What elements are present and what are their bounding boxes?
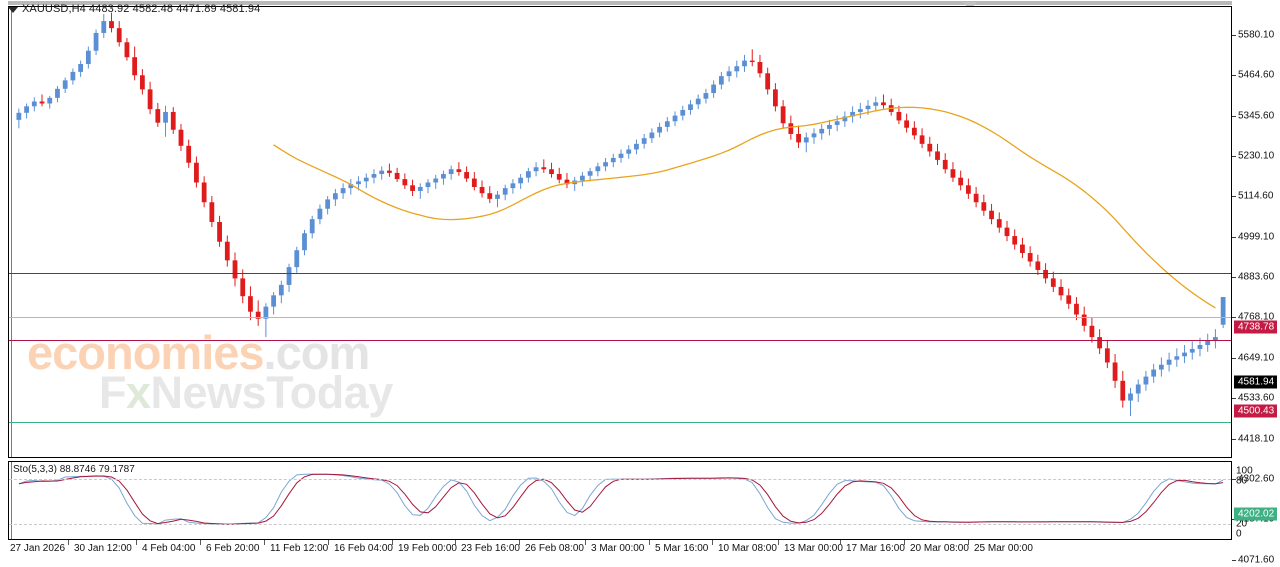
time-tick-label: 25 Mar 00:00	[974, 543, 1033, 554]
time-tick-mark	[585, 540, 586, 545]
time-tick-mark	[778, 540, 779, 545]
candlestick-series	[16, 12, 1226, 417]
price-tick-label: 4883.60	[1238, 271, 1275, 283]
price-tick-mark	[1232, 116, 1236, 117]
time-tick-label: 16 Feb 04:00	[334, 543, 393, 554]
time-tick-mark	[455, 540, 456, 545]
price-axis[interactable]: 5580.10 5464.60 5345.60 5230.10 5114.60 4999.…	[1232, 6, 1280, 566]
price-tick-mark	[1232, 317, 1236, 318]
price-tick-label: 5230.10	[1238, 150, 1275, 162]
price-tick-mark	[1232, 237, 1236, 238]
symbol-header: XAUUSD,H4 4483.92 4582.48 4471.89 4581.9…	[22, 3, 261, 15]
time-tick-mark	[968, 540, 969, 545]
time-tick-mark	[136, 540, 137, 545]
chevron-down-icon[interactable]	[8, 7, 18, 13]
stochastic-scale-label: 0	[1236, 528, 1242, 540]
time-tick-label: 4 Feb 04:00	[142, 543, 196, 554]
overbought-gridline-80	[9, 479, 1231, 480]
price-tick-label: 5345.60	[1238, 110, 1275, 122]
stochastic-k-line	[18, 473, 1224, 525]
time-tick-mark	[392, 540, 393, 545]
scrollbar-track[interactable]	[8, 1, 1232, 5]
time-tick-mark	[840, 540, 841, 545]
pane-left-rail	[9, 7, 12, 457]
resistance-line-4738	[9, 273, 1231, 274]
oversold-gridline-20	[9, 524, 1231, 525]
time-tick-label: 13 Mar 00:00	[784, 543, 843, 554]
time-axis[interactable]: 27 Jan 2026 30 Jan 12:00 4 Feb 04:00 6 Feb …	[8, 540, 1232, 562]
price-tick-label: 4768.10	[1238, 311, 1275, 323]
price-tick-label: 4533.60	[1238, 392, 1275, 404]
sub-pane-left-rail	[9, 462, 12, 539]
price-badge-4738-78: 4738.78	[1234, 320, 1278, 334]
stochastic-scale-label: 80	[1236, 475, 1248, 487]
time-tick-mark	[200, 540, 201, 545]
stochastic-label: Sto(5,3,3) 88.8746 79.1787	[13, 464, 135, 475]
time-tick-mark	[712, 540, 713, 545]
stochastic-scale-label: 100	[1236, 465, 1253, 477]
time-tick-label: 27 Jan 2026	[10, 543, 66, 554]
time-tick-label: 26 Feb 08:00	[525, 543, 584, 554]
price-tick-label: 5114.60	[1238, 190, 1274, 202]
price-chart-pane[interactable]: economies.com FxNewsToday	[8, 6, 1232, 458]
time-tick-label: 10 Mar 08:00	[718, 543, 777, 554]
time-tick-label: 17 Mar 16:00	[846, 543, 905, 554]
stochastic-series	[18, 473, 1224, 525]
time-tick-mark	[68, 540, 69, 545]
price-tick-mark	[1232, 196, 1236, 197]
time-tick-mark	[328, 540, 329, 545]
price-tick-mark	[1232, 35, 1236, 36]
price-tick-mark	[1232, 75, 1236, 76]
time-tick-mark	[264, 540, 265, 545]
price-tick-label: 4071.60	[1238, 554, 1275, 566]
time-tick-mark	[649, 540, 650, 545]
price-tick-mark	[1232, 398, 1236, 399]
price-tick-mark	[1232, 560, 1236, 561]
price-tick-label: 5464.60	[1238, 69, 1275, 81]
stochastic-d-line	[18, 473, 1224, 525]
price-tick-mark	[1232, 439, 1236, 440]
price-tick-label: 4302.60	[1238, 473, 1275, 485]
time-tick-label: 11 Feb 12:00	[270, 543, 329, 554]
price-tick-label: 4418.10	[1238, 433, 1275, 445]
price-tick-mark	[1232, 479, 1236, 480]
price-badge-4500-43: 4500.43	[1234, 404, 1278, 418]
stochastic-scale-label: 20	[1236, 518, 1248, 530]
price-tick-mark	[1232, 277, 1236, 278]
current-price-line-4581	[9, 317, 1231, 318]
price-badge-4202-02: 4202.02	[1234, 507, 1278, 521]
time-tick-label: 23 Feb 16:00	[461, 543, 520, 554]
time-tick-mark	[519, 540, 520, 545]
price-tick-mark	[1232, 358, 1236, 359]
stochastic-pane[interactable]: Sto(5,3,3) 88.8746 79.1787	[8, 461, 1232, 540]
price-tick-label: 4999.10	[1238, 231, 1275, 243]
time-tick-label: 19 Feb 00:00	[398, 543, 457, 554]
time-tick-label: 6 Feb 20:00	[206, 543, 260, 554]
price-badge-4581-94: 4581.94	[1234, 375, 1278, 389]
time-tick-label: 30 Jan 12:00	[74, 543, 132, 554]
time-tick-label: 3 Mar 00:00	[591, 543, 645, 554]
horizontal-scrollbar[interactable]	[0, 0, 1280, 6]
price-tick-mark	[1232, 156, 1236, 157]
time-tick-label: 5 Mar 16:00	[655, 543, 709, 554]
price-tick-label: 4649.10	[1238, 352, 1275, 364]
time-tick-label: 20 Mar 08:00	[910, 543, 969, 554]
support-line-4202	[9, 422, 1231, 423]
time-tick-mark	[904, 540, 905, 545]
support-line-4500	[9, 340, 1231, 341]
moving-average-line	[273, 106, 1216, 309]
price-tick-label: 5580.10	[1238, 29, 1275, 41]
